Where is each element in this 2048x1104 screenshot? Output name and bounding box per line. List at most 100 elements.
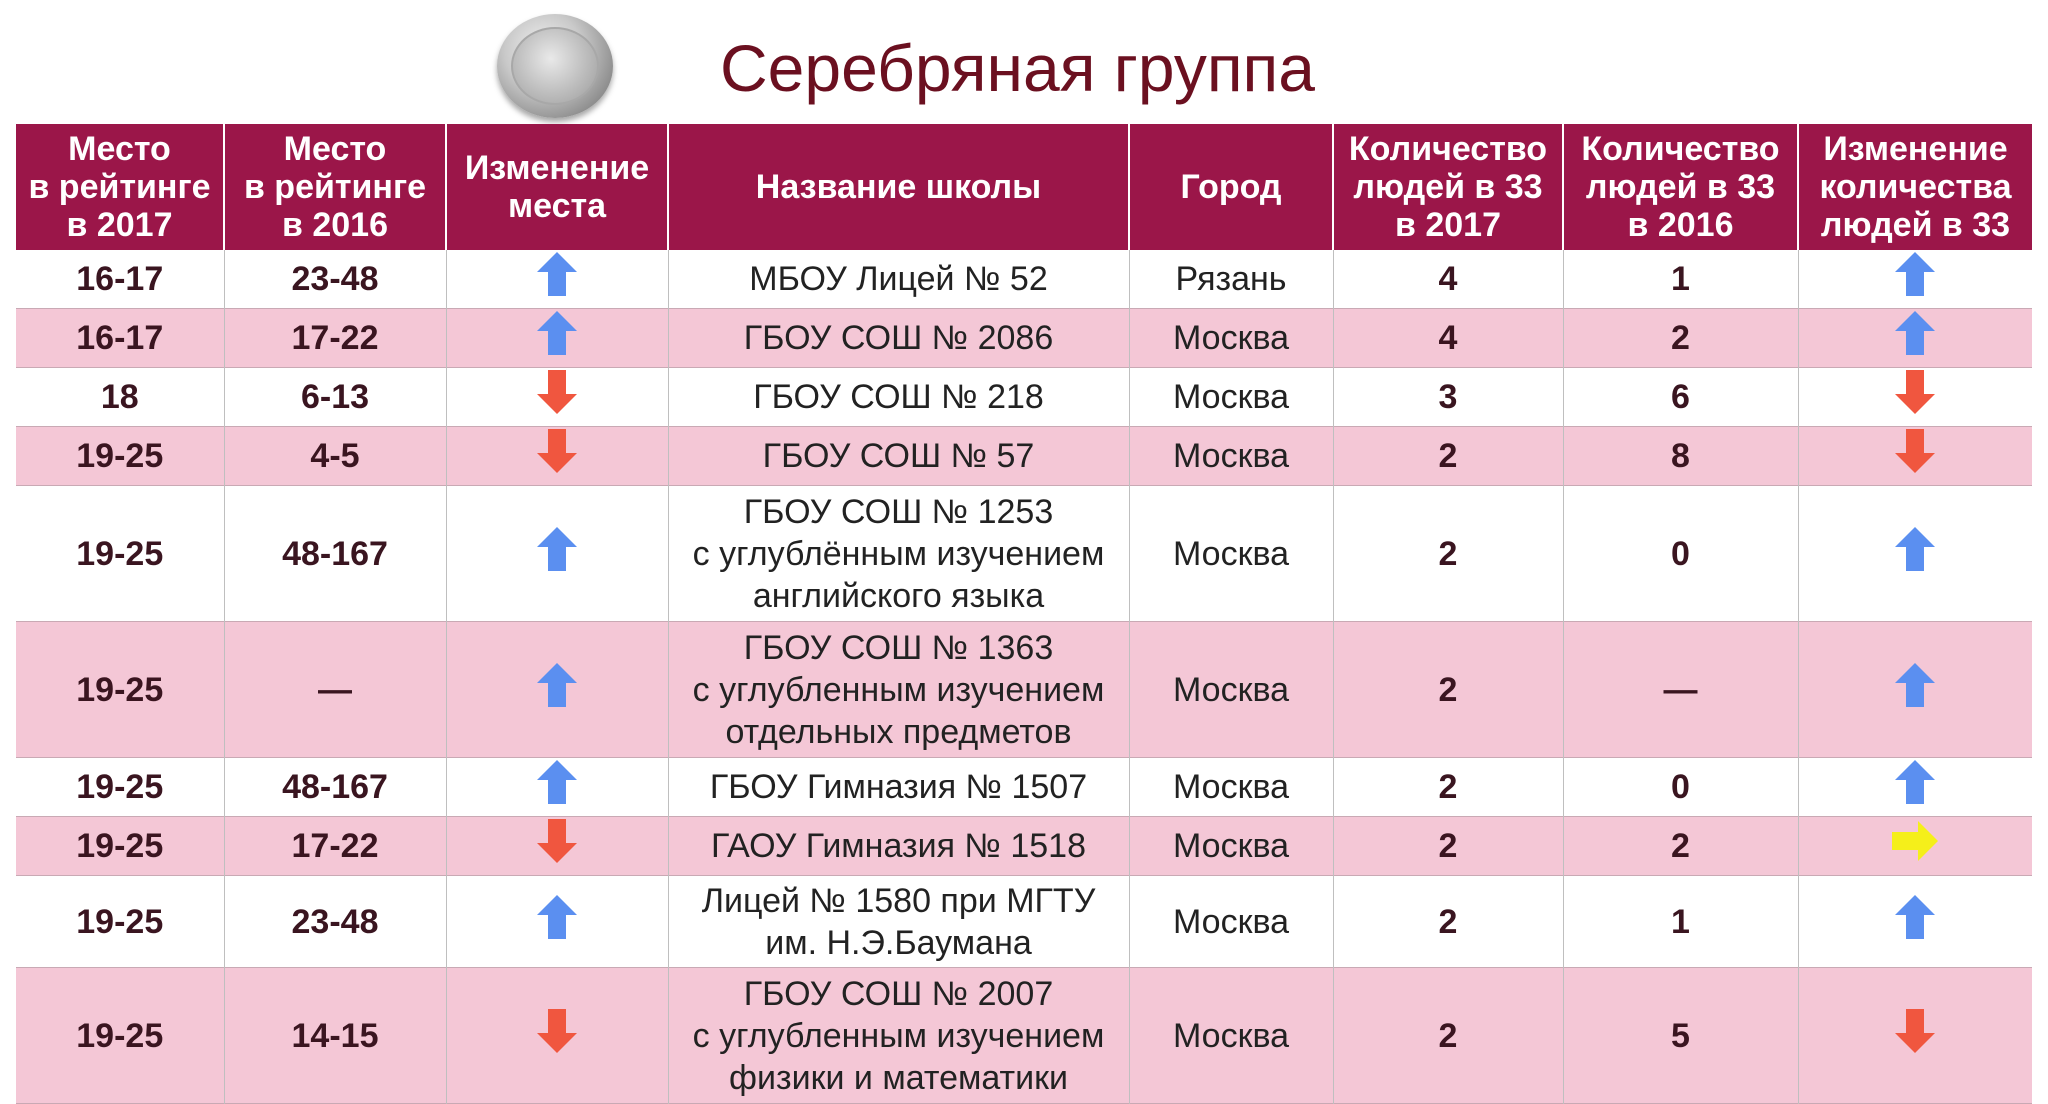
- table-row: 19-25 14-15 ГБОУ СОШ № 2007 с углубленным …: [16, 967, 2032, 1104]
- count-change-cell: [1798, 875, 2032, 968]
- count-change-cell: [1798, 367, 2032, 427]
- count-2017-cell: 2: [1333, 426, 1564, 486]
- header-school-name: Название школы: [668, 124, 1130, 250]
- school-name-cell: ГАОУ Гимназия № 1518: [668, 816, 1130, 876]
- count-2017-cell: 2: [1333, 967, 1564, 1104]
- count-2017-cell: 4: [1333, 308, 1564, 368]
- count-2016-cell: 2: [1563, 816, 1799, 876]
- arrow-up-icon: [535, 525, 579, 583]
- count-2016-cell: 0: [1563, 757, 1799, 817]
- count-2016-cell: 2: [1563, 308, 1799, 368]
- count-2017-cell: 2: [1333, 621, 1564, 758]
- place-2017-cell: 19-25: [16, 967, 225, 1104]
- count-2016-cell: 1: [1563, 875, 1799, 968]
- arrow-up-icon: [1893, 250, 1937, 308]
- arrow-down-icon: [535, 427, 579, 485]
- city-cell: Москва: [1129, 308, 1334, 368]
- place-change-cell: [446, 757, 669, 817]
- school-name-cell: ГБОУ СОШ № 1253 с углублённым изучением …: [668, 485, 1130, 622]
- count-2016-cell: 1: [1563, 250, 1799, 309]
- city-cell: Москва: [1129, 816, 1334, 876]
- count-change-cell: [1798, 757, 2032, 817]
- arrow-up-icon: [1893, 893, 1937, 951]
- table-row: 19-25— ГБОУ СОШ № 1363 с углубленным изуч…: [16, 621, 2032, 758]
- city-cell: Москва: [1129, 621, 1334, 758]
- header-place-change: Изменение места: [446, 124, 669, 250]
- place-2017-cell: 19-25: [16, 757, 225, 817]
- arrow-up-icon: [535, 893, 579, 951]
- place-change-cell: [446, 816, 669, 876]
- city-cell: Москва: [1129, 757, 1334, 817]
- place-2017-cell: 19-25: [16, 485, 225, 622]
- place-2016-cell: 23-48: [224, 875, 447, 968]
- arrow-up-icon: [535, 758, 579, 816]
- place-2017-cell: 16-17: [16, 308, 225, 368]
- header-place-2016: Место в рейтинге в 2016: [224, 124, 447, 250]
- school-name-cell: ГБОУ СОШ № 2086: [668, 308, 1130, 368]
- place-change-cell: [446, 250, 669, 309]
- count-2016-cell: —: [1563, 621, 1799, 758]
- place-2017-cell: 18: [16, 367, 225, 427]
- arrow-up-icon: [1893, 661, 1937, 719]
- arrow-down-icon: [535, 817, 579, 875]
- count-change-cell: [1798, 967, 2032, 1104]
- count-2017-cell: 2: [1333, 757, 1564, 817]
- count-2016-cell: 8: [1563, 426, 1799, 486]
- count-2016-cell: 5: [1563, 967, 1799, 1104]
- city-cell: Москва: [1129, 967, 1334, 1104]
- place-2017-cell: 16-17: [16, 250, 225, 309]
- place-change-cell: [446, 485, 669, 622]
- count-change-cell: [1798, 250, 2032, 309]
- place-2016-cell: 4-5: [224, 426, 447, 486]
- school-name-cell: Лицей № 1580 при МГТУ им. Н.Э.Баумана: [668, 875, 1130, 968]
- arrow-up-icon: [535, 661, 579, 719]
- school-name-cell: МБОУ Лицей № 52: [668, 250, 1130, 309]
- count-change-cell: [1798, 308, 2032, 368]
- school-name-cell: ГБОУ Гимназия № 1507: [668, 757, 1130, 817]
- header-city: Город: [1129, 124, 1334, 250]
- arrow-down-icon: [535, 1007, 579, 1065]
- place-2016-cell: 23-48: [224, 250, 447, 309]
- page-title: Серебряная группа: [720, 31, 1315, 105]
- city-cell: Москва: [1129, 426, 1334, 486]
- arrow-up-icon: [1893, 309, 1937, 367]
- header-count-2016: Количество людей в 33 в 2016: [1563, 124, 1799, 250]
- table-row: 19-25 4-5 ГБОУ СОШ № 57 Москва 2 8: [16, 426, 2032, 486]
- place-change-cell: [446, 621, 669, 758]
- place-2017-cell: 19-25: [16, 621, 225, 758]
- arrow-up-icon: [1893, 758, 1937, 816]
- city-cell: Москва: [1129, 875, 1334, 968]
- arrow-up-icon: [535, 309, 579, 367]
- place-2017-cell: 19-25: [16, 426, 225, 486]
- arrow-down-icon: [1893, 427, 1937, 485]
- school-name-cell: ГБОУ СОШ № 57: [668, 426, 1130, 486]
- table-row: 18 6-13 ГБОУ СОШ № 218 Москва 3 6: [16, 367, 2032, 427]
- header-count-2017: Количество людей в 33 в 2017: [1333, 124, 1564, 250]
- arrow-right-icon: [1890, 819, 1940, 873]
- arrow-down-icon: [1893, 1007, 1937, 1065]
- place-2016-cell: 17-22: [224, 816, 447, 876]
- arrow-up-icon: [1893, 525, 1937, 583]
- rating-table: Место в рейтинге в 2017 Место в рейтинге…: [16, 124, 2032, 1104]
- place-2016-cell: 48-167: [224, 485, 447, 622]
- city-cell: Москва: [1129, 367, 1334, 427]
- place-change-cell: [446, 875, 669, 968]
- arrow-down-icon: [1893, 368, 1937, 426]
- place-2016-cell: 6-13: [224, 367, 447, 427]
- place-2016-cell: 17-22: [224, 308, 447, 368]
- place-2016-cell: 48-167: [224, 757, 447, 817]
- table-row: 16-17 17-22 ГБОУ СОШ № 2086 Москва 4 2: [16, 308, 2032, 368]
- count-2017-cell: 2: [1333, 875, 1564, 968]
- table-row: 19-25 48-167 ГБОУ СОШ № 1253 с углублённым…: [16, 485, 2032, 622]
- count-2017-cell: 3: [1333, 367, 1564, 427]
- place-change-cell: [446, 967, 669, 1104]
- header-count-change: Изменение количества людей в 33: [1798, 124, 2032, 250]
- place-change-cell: [446, 367, 669, 427]
- header-place-2017: Место в рейтинге в 2017: [16, 124, 225, 250]
- table-row: 19-25 17-22 ГАОУ Гимназия № 1518 Москва 2 2: [16, 816, 2032, 876]
- place-2017-cell: 19-25: [16, 816, 225, 876]
- place-change-cell: [446, 308, 669, 368]
- table-header-row: Место в рейтинге в 2017 Место в рейтинге…: [16, 124, 2032, 250]
- count-2016-cell: 6: [1563, 367, 1799, 427]
- place-2017-cell: 19-25: [16, 875, 225, 968]
